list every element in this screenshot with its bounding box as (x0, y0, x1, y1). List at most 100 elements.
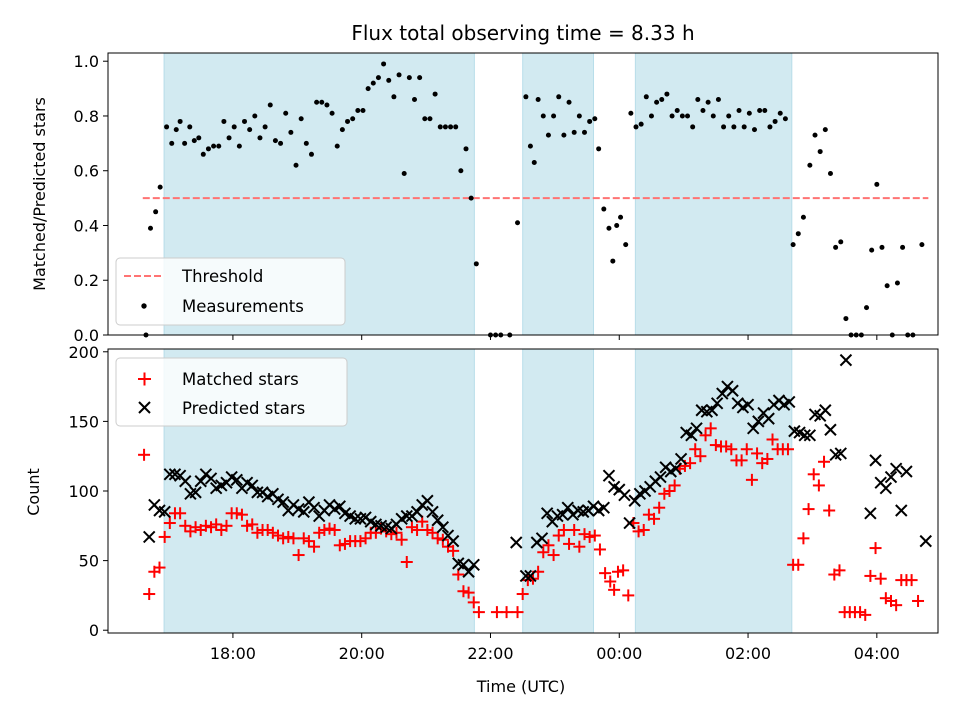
predicted-star-point (297, 505, 310, 519)
matched-star-point (395, 533, 408, 546)
bottom-y-axis-ticks: 0 50 100 150 200 (68, 343, 108, 640)
predicted-star-point (685, 429, 698, 442)
predicted-star-point (179, 475, 192, 488)
predicted-star-point (189, 486, 202, 499)
matched-star-point (604, 575, 617, 588)
matched-star-point (740, 443, 753, 456)
bottom-shaded-region (522, 348, 595, 634)
matched-star-point (668, 479, 681, 492)
predicted-star-point (726, 384, 739, 397)
measurement-point (596, 146, 602, 152)
matched-star-point (699, 429, 712, 442)
matched-star-point (354, 535, 367, 548)
measurement-point (515, 220, 521, 226)
predicted-star-point (628, 494, 641, 507)
predicted-star-point (669, 462, 683, 475)
predicted-star-point (540, 507, 554, 520)
x-tick-label: 20:00 (339, 644, 385, 663)
measurement-point (231, 124, 237, 130)
predicted-star-point (510, 536, 523, 549)
predicted-star-point (741, 398, 755, 411)
measurement-point (659, 97, 665, 103)
measurement-point (894, 280, 900, 286)
measurement-point (247, 127, 253, 133)
measurement-point (396, 72, 402, 78)
measurements-series (143, 61, 925, 338)
top-y-tick-label: 0.8 (74, 107, 99, 126)
matched-star-point (766, 433, 779, 446)
measurement-point (623, 242, 629, 248)
measurement-point (705, 99, 711, 105)
measurement-point (618, 214, 624, 220)
measurement-point (308, 151, 314, 157)
matched-star-point (622, 589, 635, 602)
matched-stars-legend-label: Matched stars (182, 370, 299, 389)
measurement-point (762, 107, 768, 113)
measurement-point (422, 116, 428, 122)
measurement-point (540, 113, 546, 119)
measurement-point (592, 116, 598, 122)
measurement-point (375, 75, 381, 81)
measurement-point (731, 124, 737, 130)
predicted-star-point (879, 482, 893, 495)
matched-star-point (890, 599, 903, 612)
measurement-point (812, 132, 818, 138)
measurement-point (211, 143, 217, 149)
bottom-x-axis-ticks: 18:00 20:00 22:00 00:00 02:00 04:00 (210, 633, 900, 663)
matched-star-point (608, 583, 621, 596)
predicted-star-point (143, 530, 156, 544)
measurements-legend-swatch (141, 303, 147, 309)
measurement-point (147, 225, 153, 231)
measurement-point (293, 162, 299, 168)
predicted-star-point (446, 534, 460, 548)
measurement-point (187, 124, 193, 130)
measurement-point (685, 113, 691, 119)
matched-star-point (511, 606, 524, 619)
measurement-point (566, 99, 572, 105)
measurement-point (370, 80, 376, 86)
matched-star-point (333, 539, 346, 552)
measurement-point (200, 151, 206, 157)
predicted-star-point (834, 447, 847, 460)
matched-star-point (725, 443, 738, 456)
top-y-tick-label: 0.4 (74, 216, 99, 235)
matched-star-point (287, 532, 300, 545)
predicted-star-point (246, 479, 259, 492)
predicted-star-point (204, 472, 218, 485)
measurement-point (164, 124, 170, 130)
matched-star-point (405, 521, 418, 534)
bottom-y-tick-label: 0 (89, 621, 99, 640)
measurement-point (807, 162, 813, 168)
measurement-point (272, 138, 278, 144)
predicted-star-point (426, 505, 439, 519)
x-axis-label: Time (UTC) (476, 677, 565, 696)
measurement-point (746, 110, 752, 116)
measurement-point (319, 99, 325, 105)
measurement-point (448, 124, 454, 130)
measurement-point (432, 91, 438, 97)
predicted-star-point (561, 501, 574, 514)
measurement-point (412, 97, 418, 103)
measurement-point (690, 124, 696, 130)
measurement-point (561, 132, 567, 138)
measurement-point (900, 244, 906, 250)
measurement-point (843, 316, 849, 322)
top-x-axis-ticks (232, 335, 878, 340)
matched-star-point (338, 537, 351, 550)
matched-star-point (663, 485, 676, 497)
matched-star-point (447, 544, 460, 557)
predicted-star-point (519, 569, 533, 583)
predicted-star-point (436, 520, 450, 534)
measurement-point (453, 124, 459, 130)
measurement-point (355, 107, 361, 113)
predicted-star-point (900, 465, 913, 478)
matched-star-point (864, 569, 877, 582)
measurement-point (610, 258, 616, 264)
measurement-point (267, 102, 273, 108)
measurement-point (643, 94, 649, 100)
matched-star-point (431, 532, 444, 545)
measurement-point (741, 124, 747, 130)
matched-star-point (807, 468, 820, 481)
bottom-y-tick-label: 50 (79, 552, 99, 571)
